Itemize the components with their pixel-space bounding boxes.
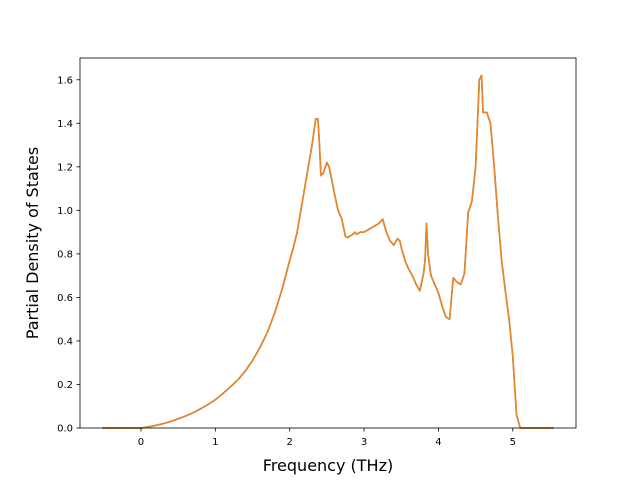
y-tick-label: 0.8 (57, 249, 73, 260)
y-tick-label: 0.0 (57, 424, 73, 435)
y-axis-ticks: 0.0 0.2 0.4 0.6 0.8 1.0 1.2 1.4 1.6 (57, 75, 80, 435)
series-line-0 (102, 74, 554, 429)
x-tick-label: 5 (510, 437, 516, 448)
plot-lines (102, 74, 554, 429)
y-tick-label: 0.4 (57, 337, 73, 348)
y-tick-label: 1.4 (57, 119, 73, 130)
y-axis-label: Partial Density of States (23, 147, 42, 339)
x-axis-ticks: 0 1 2 3 4 5 (138, 428, 516, 448)
x-axis-label: Frequency (THz) (263, 456, 393, 475)
x-tick-label: 4 (435, 437, 441, 448)
x-tick-label: 1 (212, 437, 218, 448)
x-tick-label: 0 (138, 437, 144, 448)
plot-frame (79, 57, 577, 429)
y-tick-label: 1.0 (57, 206, 73, 217)
x-tick-label: 3 (361, 437, 367, 448)
y-tick-label: 1.2 (57, 162, 73, 173)
y-tick-label: 1.6 (57, 75, 73, 86)
y-tick-label: 0.2 (57, 380, 73, 391)
x-tick-label: 2 (287, 437, 293, 448)
series-line-under-0 (102, 74, 554, 429)
y-tick-label: 0.6 (57, 293, 73, 304)
